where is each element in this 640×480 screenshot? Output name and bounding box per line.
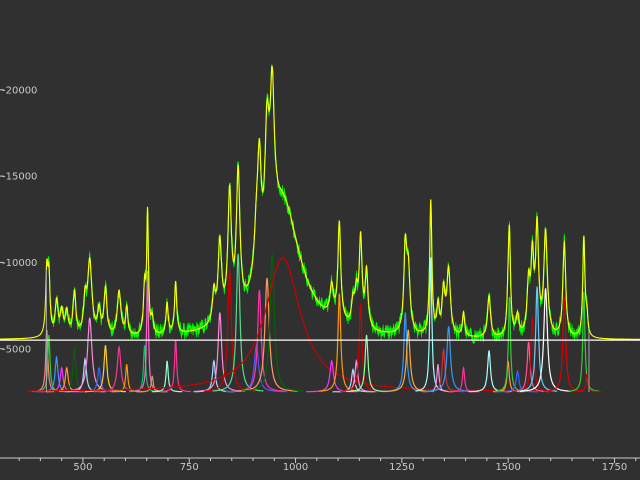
y-tick-label: -10000 (2, 258, 37, 269)
component-peak-31 (340, 303, 381, 392)
x-tick-label: 750 (180, 462, 199, 473)
x-tick-label: 1000 (283, 462, 308, 473)
component-peak-48 (543, 296, 585, 392)
component-peak-32 (346, 334, 387, 393)
fit-line (0, 65, 640, 340)
component-peak-16 (151, 360, 183, 393)
component-peak-21 (212, 253, 264, 392)
component-peak-38 (423, 326, 475, 393)
y-tick-label: -15000 (2, 172, 37, 183)
component-peak-28 (318, 293, 360, 392)
x-tick-label: 500 (73, 462, 92, 473)
component-peak-49 (568, 291, 600, 392)
axes: 500 750 1000 1250 1500 1750 -5000 -10000 -15000 -… (0, 85, 640, 473)
component-peak-26 (27, 256, 538, 392)
component-peak-25 (241, 253, 303, 392)
y-tick-label: -20000 (2, 85, 37, 96)
fit-curve (0, 65, 640, 340)
component-peaks (27, 253, 603, 393)
y-tick-label: -5000 (2, 344, 31, 355)
offset-line (0, 269, 640, 392)
component-peak-47 (520, 288, 572, 392)
component-peak-35 (415, 257, 447, 392)
x-tick-label: 1750 (602, 462, 627, 473)
component-peak-43 (497, 369, 538, 393)
x-tick-label: 1500 (495, 462, 520, 473)
x-tick-label: 1250 (389, 462, 414, 473)
component-peak-50 (571, 373, 603, 393)
